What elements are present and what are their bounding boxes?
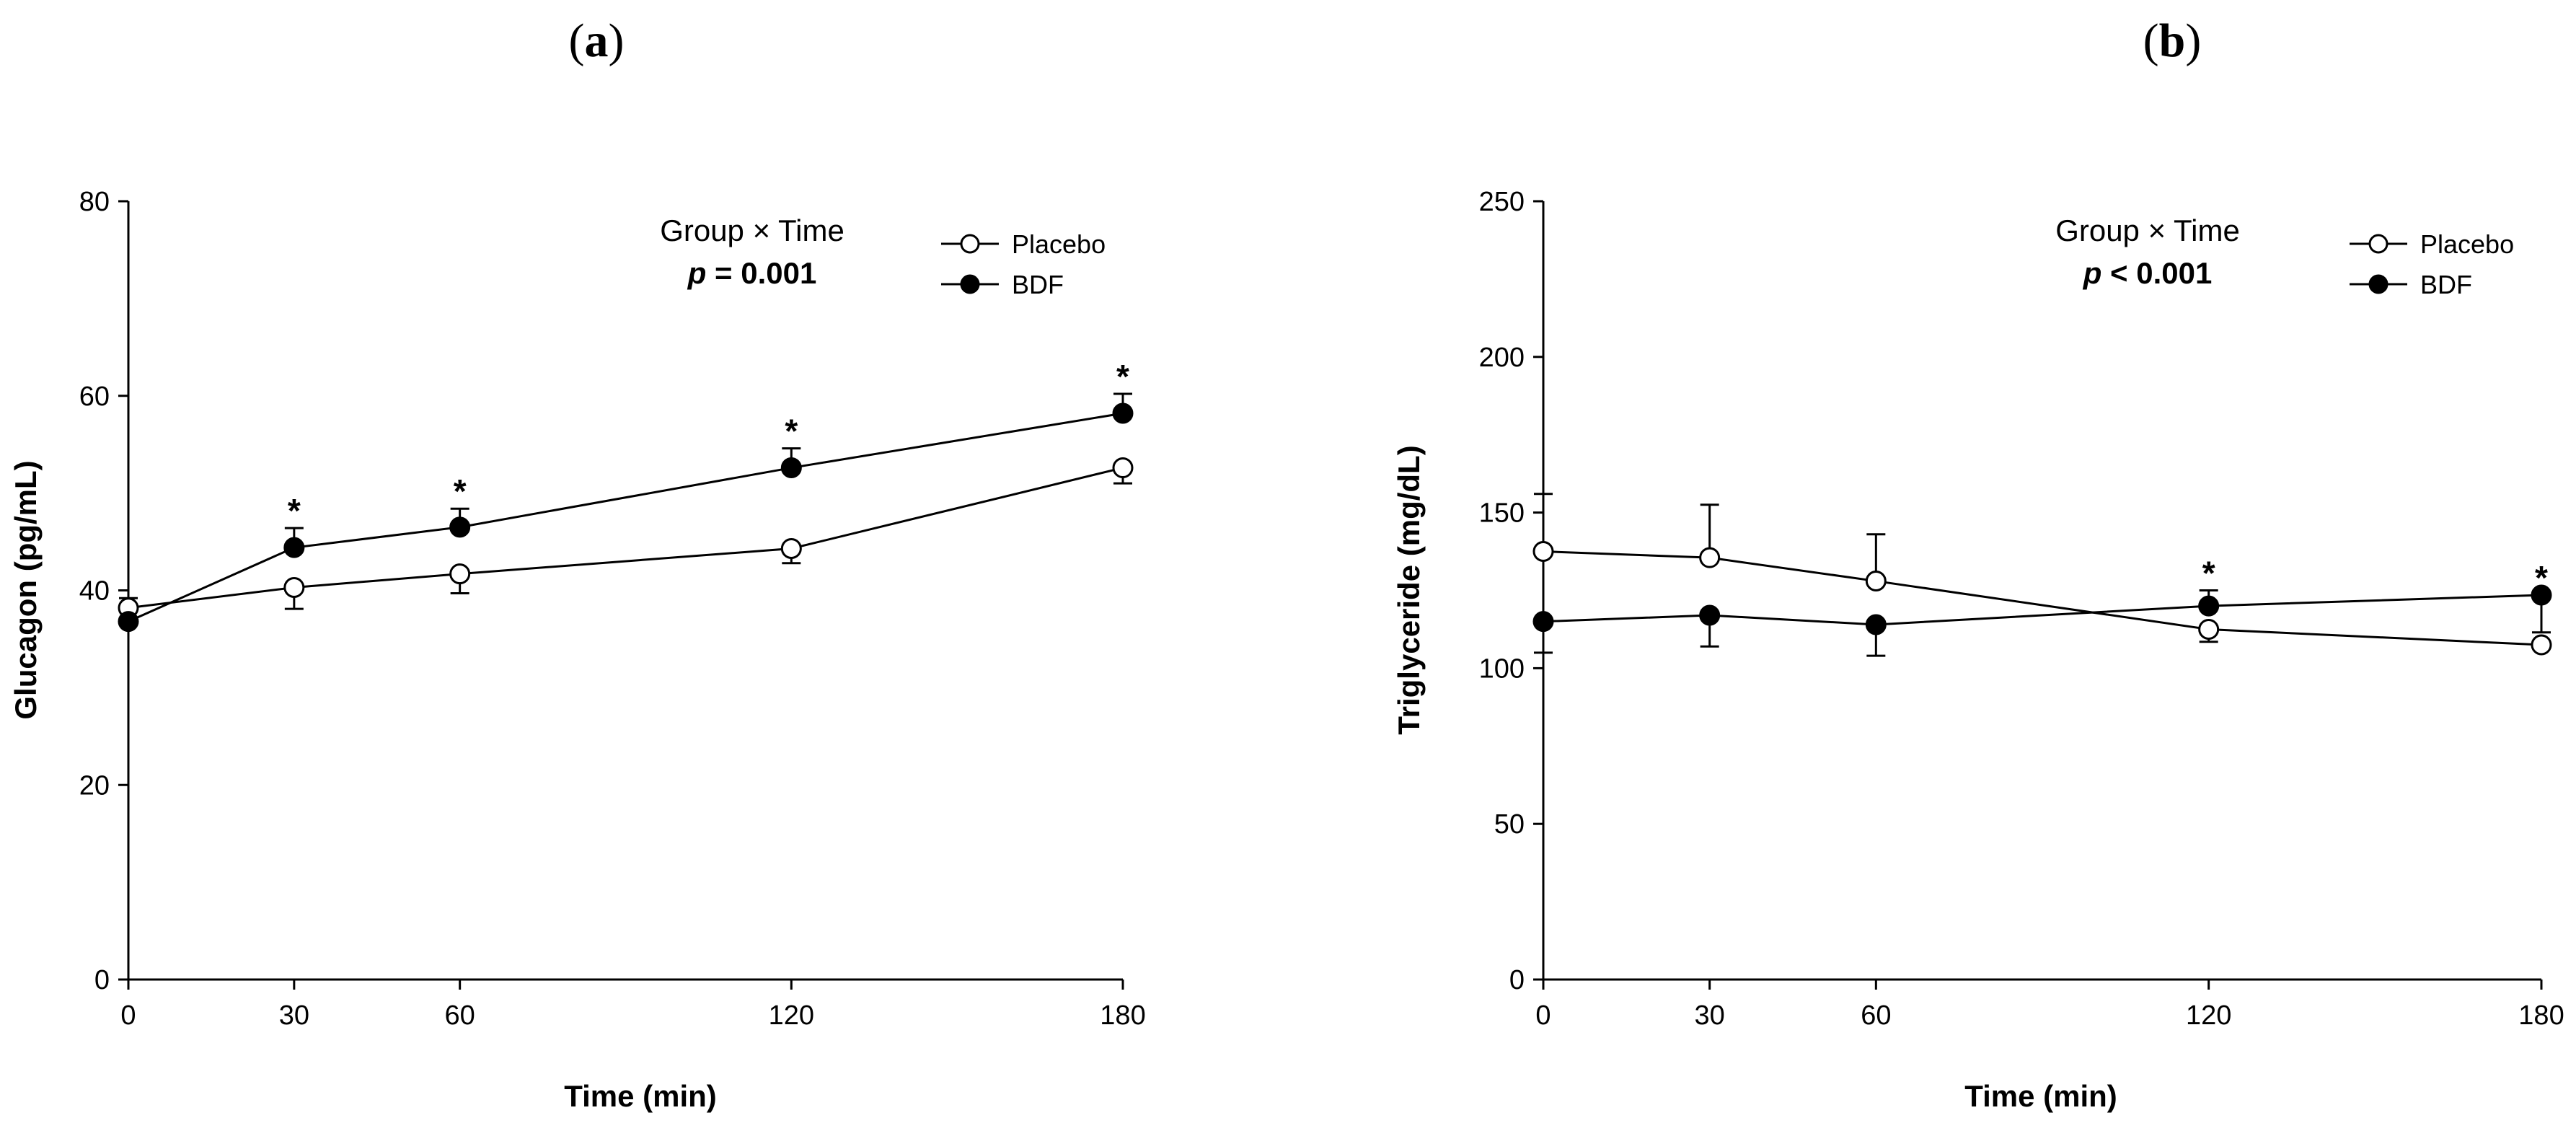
significance-star: * — [2202, 555, 2215, 592]
panel-b-label: (b) — [2143, 14, 2202, 67]
legend-label-placebo: Placebo — [2420, 229, 2514, 259]
data-point-bdf — [1865, 614, 1887, 635]
legend-marker-placebo — [960, 234, 980, 254]
data-point-placebo — [2531, 634, 2552, 656]
data-point-bdf — [118, 611, 139, 633]
annotation-title: Group × Time — [660, 214, 844, 247]
y-axis-title: Triglyceride (mg/dL) — [1392, 445, 1426, 734]
x-tick-label: 30 — [1695, 1000, 1725, 1031]
x-tick-label: 180 — [2518, 1000, 2564, 1031]
legend: Placebo BDF — [2350, 229, 2514, 299]
annotation-p: p = 0.001 — [687, 256, 817, 290]
series-line-placebo — [1543, 550, 2542, 646]
data-point-placebo — [1699, 547, 1721, 568]
x-tick-label: 120 — [2186, 1000, 2231, 1031]
y-tick-label: 80 — [79, 187, 110, 217]
y-tick-label: 100 — [1479, 653, 1525, 684]
y-tick-label: 150 — [1479, 498, 1525, 529]
legend-label-bdf: BDF — [1012, 270, 1064, 299]
data-point-bdf — [283, 537, 305, 558]
data-point-bdf — [1112, 402, 1134, 424]
x-tick-label: 60 — [1861, 1000, 1891, 1031]
y-axis-title: Glucagon (pg/mL) — [9, 460, 43, 719]
legend-marker-bdf — [960, 274, 980, 294]
y-tick-label: 20 — [79, 770, 110, 801]
y-tick-label: 60 — [79, 382, 110, 412]
significance-star: * — [288, 492, 301, 529]
y-tick-label: 40 — [79, 576, 110, 607]
y-tick-label: 200 — [1479, 343, 1525, 373]
y-tick-label: 0 — [1509, 965, 1525, 995]
series-line-placebo — [128, 467, 1124, 609]
significance-star: * — [1116, 358, 1129, 395]
x-tick-label: 0 — [120, 1000, 136, 1031]
data-point-bdf — [1532, 611, 1554, 633]
y-tick-label: 250 — [1479, 187, 1525, 217]
x-tick-label: 180 — [1100, 1000, 1145, 1031]
chart-triglyceride: Triglyceride (mg/dL) Time (min) Group × … — [1392, 187, 2564, 1113]
legend-label-placebo: Placebo — [1012, 229, 1106, 259]
legend-marker-bdf — [2368, 274, 2388, 294]
data-point-placebo — [2198, 618, 2220, 640]
data-point-placebo — [1112, 457, 1134, 479]
x-tick-label: 120 — [769, 1000, 814, 1031]
legend-label-bdf: BDF — [2420, 270, 2472, 299]
data-point-placebo — [283, 576, 305, 598]
data-point-bdf — [780, 457, 802, 479]
chart-glucagon: Glucagon (pg/mL) Time (min) Group × Time… — [9, 187, 1146, 1113]
x-tick-label: 60 — [445, 1000, 475, 1031]
data-point-placebo — [780, 538, 802, 560]
series-line-bdf — [1543, 594, 2542, 626]
data-point-bdf — [449, 516, 471, 538]
annotation-title: Group × Time — [2055, 214, 2240, 247]
significance-star: * — [2535, 559, 2548, 597]
x-tick-label: 30 — [279, 1000, 309, 1031]
legend-marker-placebo — [2368, 234, 2388, 254]
data-point-bdf — [2198, 595, 2220, 617]
significance-star: * — [785, 413, 798, 450]
y-tick-label: 0 — [94, 965, 110, 995]
y-tick-label: 50 — [1494, 809, 1525, 840]
x-tick-label: 0 — [1535, 1000, 1551, 1031]
data-point-placebo — [1865, 571, 1887, 592]
data-point-bdf — [2531, 584, 2552, 606]
x-axis-title: Time (min) — [564, 1079, 717, 1113]
annotation-p: p < 0.001 — [2083, 256, 2213, 290]
x-axis-title: Time (min) — [1964, 1079, 2117, 1113]
significance-star: * — [454, 472, 467, 510]
data-point-placebo — [449, 563, 471, 585]
data-point-bdf — [1699, 604, 1721, 626]
legend: Placebo BDF — [941, 229, 1106, 299]
panel-a-label: (a) — [569, 14, 625, 67]
data-point-placebo — [1532, 541, 1554, 563]
